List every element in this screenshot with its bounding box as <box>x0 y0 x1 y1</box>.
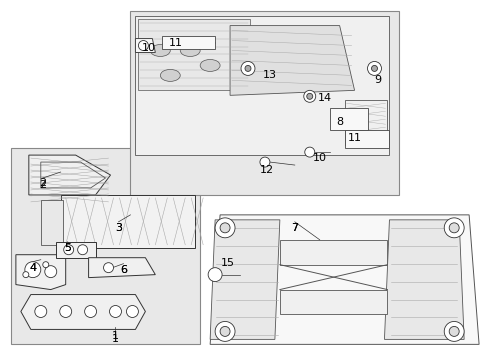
Circle shape <box>60 306 72 318</box>
Ellipse shape <box>180 45 200 57</box>
Text: 6: 6 <box>120 265 127 275</box>
Ellipse shape <box>150 45 170 57</box>
Circle shape <box>306 93 312 99</box>
Polygon shape <box>56 242 95 258</box>
Polygon shape <box>138 19 249 90</box>
Text: 7: 7 <box>291 223 298 233</box>
Circle shape <box>220 327 229 336</box>
Text: 7: 7 <box>291 223 298 233</box>
Polygon shape <box>229 26 354 95</box>
Circle shape <box>260 157 269 167</box>
Polygon shape <box>21 294 145 329</box>
Circle shape <box>215 218 235 238</box>
Polygon shape <box>162 36 215 49</box>
Circle shape <box>103 263 113 273</box>
Text: 14: 14 <box>317 93 331 103</box>
Polygon shape <box>210 215 478 345</box>
Circle shape <box>215 321 235 341</box>
Text: 2: 2 <box>39 180 46 190</box>
Polygon shape <box>61 195 195 248</box>
Circle shape <box>448 327 458 336</box>
Circle shape <box>371 66 377 71</box>
Circle shape <box>42 262 49 268</box>
Text: 6: 6 <box>120 265 127 275</box>
Text: 11: 11 <box>169 37 183 48</box>
Polygon shape <box>344 130 388 148</box>
Text: 4: 4 <box>29 263 36 273</box>
Polygon shape <box>16 255 65 289</box>
Polygon shape <box>344 100 386 145</box>
Polygon shape <box>41 200 62 245</box>
Polygon shape <box>279 289 386 315</box>
Text: 10: 10 <box>312 153 326 163</box>
Text: 4: 4 <box>29 263 36 273</box>
Bar <box>11 148 200 345</box>
Text: 3: 3 <box>115 223 122 233</box>
Circle shape <box>244 66 250 71</box>
Circle shape <box>448 223 458 233</box>
Circle shape <box>220 223 229 233</box>
Polygon shape <box>384 220 463 339</box>
Circle shape <box>443 321 463 341</box>
Circle shape <box>304 147 314 157</box>
Polygon shape <box>29 155 110 195</box>
Circle shape <box>138 41 148 50</box>
Circle shape <box>35 306 47 318</box>
Text: 3: 3 <box>115 223 122 233</box>
Text: 1: 1 <box>112 332 119 341</box>
Circle shape <box>208 268 222 282</box>
Circle shape <box>78 245 87 255</box>
Text: 13: 13 <box>263 71 276 80</box>
Ellipse shape <box>200 59 220 71</box>
Text: 9: 9 <box>373 75 380 85</box>
Polygon shape <box>329 108 367 130</box>
Text: 11: 11 <box>347 133 361 143</box>
Circle shape <box>126 306 138 318</box>
Text: 8: 8 <box>335 117 343 127</box>
Polygon shape <box>88 258 155 278</box>
Text: 12: 12 <box>259 165 273 175</box>
Text: 1: 1 <box>112 334 119 345</box>
Polygon shape <box>135 15 388 155</box>
Circle shape <box>23 272 29 278</box>
Polygon shape <box>135 39 155 53</box>
Circle shape <box>109 306 121 318</box>
Circle shape <box>63 245 74 255</box>
Circle shape <box>367 62 381 75</box>
Bar <box>130 11 399 195</box>
Text: 2: 2 <box>39 178 46 188</box>
Text: 5: 5 <box>64 243 71 253</box>
Circle shape <box>241 62 254 75</box>
Ellipse shape <box>160 69 180 81</box>
Circle shape <box>84 306 96 318</box>
Polygon shape <box>210 220 279 339</box>
Circle shape <box>443 218 463 238</box>
Text: 5: 5 <box>64 243 71 253</box>
Circle shape <box>25 262 41 278</box>
Text: 15: 15 <box>221 258 235 268</box>
Circle shape <box>45 266 57 278</box>
Text: 10: 10 <box>141 42 155 53</box>
Polygon shape <box>279 240 386 265</box>
Circle shape <box>303 90 315 102</box>
